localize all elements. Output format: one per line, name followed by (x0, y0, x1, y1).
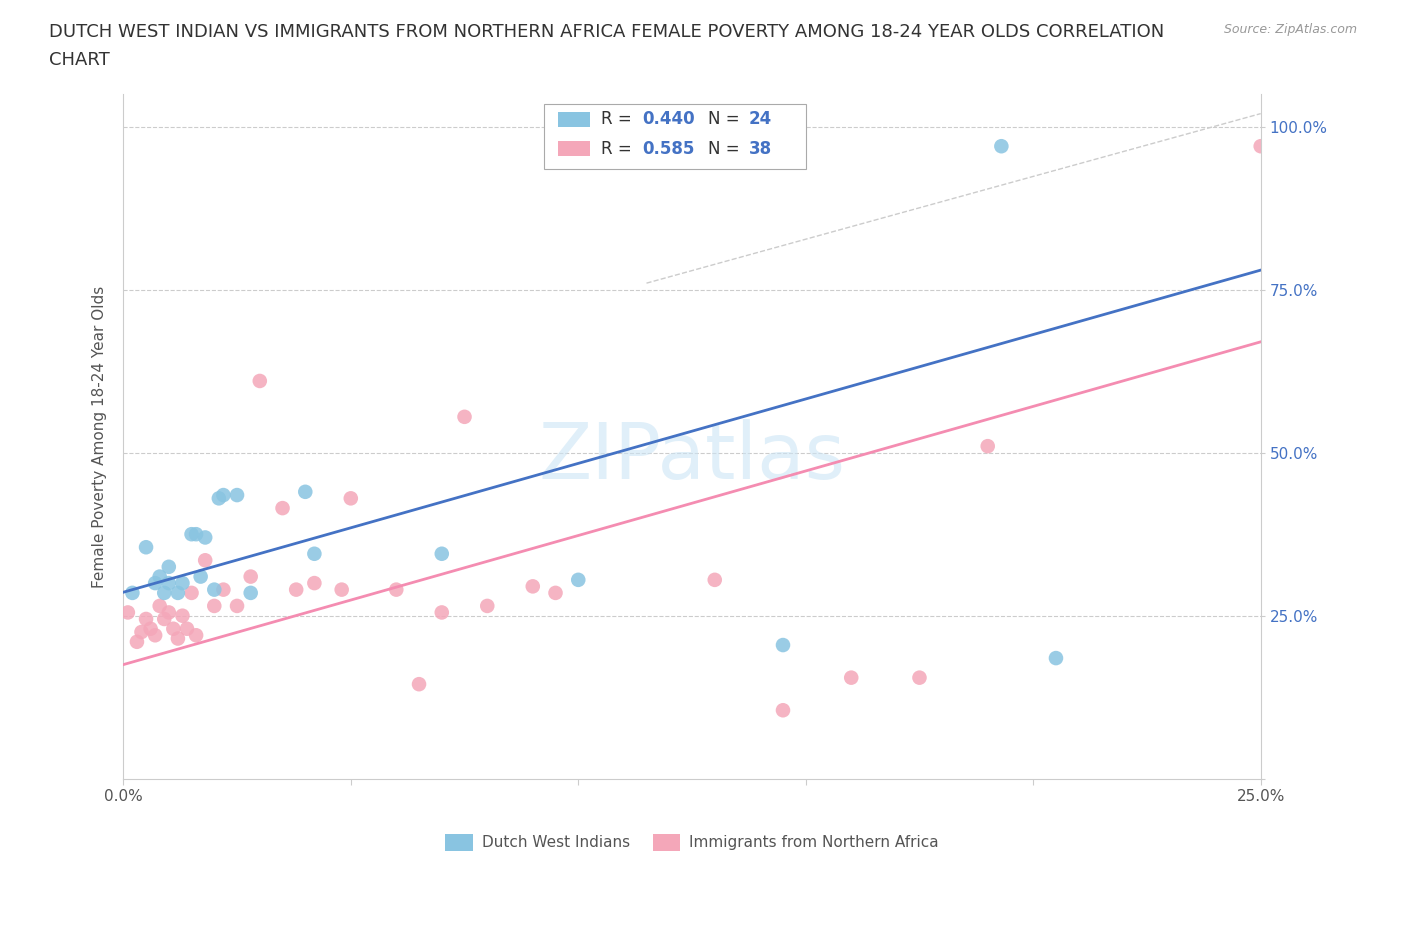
Legend: Dutch West Indians, Immigrants from Northern Africa: Dutch West Indians, Immigrants from Nort… (439, 828, 945, 857)
Text: 38: 38 (749, 140, 772, 158)
Point (239, 586, 262, 601)
FancyBboxPatch shape (558, 112, 589, 126)
Point (172, 608, 194, 623)
Point (239, 569, 262, 584)
Point (157, 605, 180, 620)
Point (162, 621, 184, 636)
Point (184, 526, 207, 541)
Text: N =: N = (709, 111, 745, 128)
Text: ZIPatlas: ZIPatlas (538, 418, 845, 495)
Point (184, 628, 207, 643)
Point (430, 605, 453, 620)
Point (139, 621, 162, 636)
Text: 0.440: 0.440 (643, 111, 695, 128)
Point (153, 612, 176, 627)
Point (149, 569, 172, 584)
Point (567, 572, 589, 587)
Point (202, 582, 225, 597)
Point (202, 599, 225, 614)
Point (180, 526, 202, 541)
Point (226, 599, 249, 614)
Point (658, 139, 681, 153)
Point (143, 628, 166, 643)
Point (172, 576, 194, 591)
Point (908, 671, 931, 685)
Point (772, 703, 794, 718)
Text: DUTCH WEST INDIAN VS IMMIGRANTS FROM NORTHERN AFRICA FEMALE POVERTY AMONG 18-24 : DUTCH WEST INDIAN VS IMMIGRANTS FROM NOR… (49, 23, 1164, 41)
Point (180, 586, 202, 601)
Point (153, 586, 176, 601)
Point (125, 634, 148, 649)
Point (226, 487, 249, 502)
Text: R =: R = (600, 111, 637, 128)
FancyBboxPatch shape (558, 141, 589, 156)
Point (149, 599, 172, 614)
Point (990, 139, 1012, 153)
Point (304, 576, 326, 591)
Point (453, 409, 475, 424)
Point (294, 485, 316, 499)
Point (522, 579, 544, 594)
Point (304, 546, 326, 561)
Point (135, 612, 157, 627)
Text: N =: N = (709, 140, 745, 158)
Point (285, 582, 308, 597)
Point (176, 621, 198, 636)
Point (131, 625, 153, 640)
Point (772, 638, 794, 653)
Point (167, 631, 190, 646)
Point (157, 559, 180, 574)
Point (194, 530, 217, 545)
Point (477, 599, 499, 614)
Text: 24: 24 (749, 111, 772, 128)
Point (135, 539, 157, 554)
Text: Source: ZipAtlas.com: Source: ZipAtlas.com (1223, 23, 1357, 36)
Point (977, 439, 1000, 454)
Point (143, 576, 166, 591)
Point (839, 671, 862, 685)
Point (194, 552, 217, 567)
Point (157, 576, 180, 591)
Y-axis label: Female Poverty Among 18-24 Year Olds: Female Poverty Among 18-24 Year Olds (93, 286, 107, 588)
Point (408, 677, 430, 692)
Text: 0.585: 0.585 (643, 140, 695, 158)
Point (208, 491, 231, 506)
Point (430, 546, 453, 561)
Point (1250, 139, 1272, 153)
Point (190, 569, 212, 584)
Point (271, 500, 294, 515)
Point (212, 582, 235, 597)
Point (544, 586, 567, 601)
Point (121, 586, 143, 601)
Point (249, 374, 271, 389)
FancyBboxPatch shape (544, 104, 806, 169)
Point (167, 586, 190, 601)
Point (212, 487, 235, 502)
Point (703, 572, 725, 587)
Text: R =: R = (600, 140, 637, 158)
Point (330, 582, 353, 597)
Point (385, 582, 408, 597)
Point (339, 491, 361, 506)
Point (1045, 651, 1067, 666)
Text: CHART: CHART (49, 51, 110, 69)
Point (117, 605, 139, 620)
